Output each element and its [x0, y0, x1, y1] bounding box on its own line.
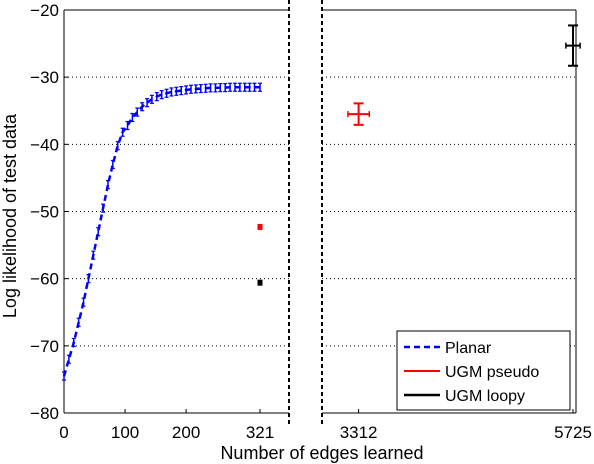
x-tick-label: 200 [172, 423, 200, 442]
y-tick-label: −50 [30, 203, 59, 222]
planar-line [62, 85, 260, 377]
x-tick-label: 3312 [340, 423, 378, 442]
gridlines [64, 76, 576, 347]
legend-label-ugm-loopy: UGM loopy [445, 388, 525, 405]
y-tick-label: −80 [30, 404, 59, 423]
y-tick-label: −70 [30, 337, 59, 356]
ugm-loopy-point [257, 279, 263, 286]
ticks: −80 −70 −60 −50 −40 −30 −20 0 100 200 321 3312 5725 [30, 1, 592, 442]
legend-label-ugm-pseudo: UGM pseudo [445, 364, 539, 381]
y-tick-label: −60 [30, 270, 59, 289]
x-axis-label: Number of edges learned [220, 443, 423, 463]
x-tick-label: 5725 [554, 423, 592, 442]
y-tick-label: −40 [30, 135, 59, 154]
x-tick-label: 321 [246, 423, 274, 442]
ugm-pseudo-point [257, 223, 263, 230]
y-tick-label: −30 [30, 68, 59, 87]
data-marks [62, 24, 581, 381]
legend-label-planar: Planar [445, 340, 492, 357]
y-tick-label: −20 [30, 1, 59, 20]
y-axis-label: Log likelihood of test data [0, 113, 20, 318]
x-tick-label: 100 [111, 423, 139, 442]
legend: Planar UGM pseudo UGM loopy [396, 330, 571, 411]
x-tick-label: 0 [59, 423, 68, 442]
